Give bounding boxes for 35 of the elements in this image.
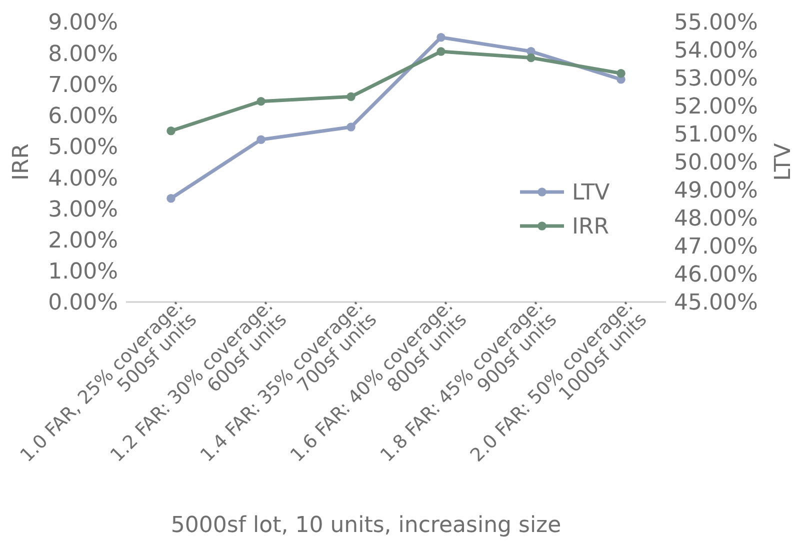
y2-tick-label: 46.00%	[674, 262, 758, 288]
y2-tick-label: 52.00%	[674, 94, 758, 120]
y2-tick-label: 49.00%	[674, 178, 758, 204]
point	[346, 92, 356, 102]
y-tick-label: 1.00%	[48, 260, 118, 285]
point	[436, 33, 446, 42]
y2-tick-label: 53.00%	[674, 66, 758, 92]
y-tick-label: 4.00%	[48, 166, 118, 192]
point	[526, 53, 536, 62]
y2-tick-label: 54.00%	[674, 38, 758, 64]
y2-tick-label: 55.00%	[674, 10, 758, 36]
legend-label: IRR	[572, 214, 610, 240]
y-axis-title: IRR	[9, 143, 34, 181]
y2-tick-label: 47.00%	[674, 234, 758, 260]
y2-tick-label: 48.00%	[674, 206, 758, 232]
y-tick-label: 9.00%	[48, 10, 118, 36]
y-tick-label: 6.00%	[48, 104, 118, 130]
y-tick-label: 3.00%	[48, 197, 118, 222]
y-tick-label: 7.00%	[48, 72, 118, 98]
point	[166, 126, 176, 136]
point	[616, 68, 626, 78]
y-tick-label: 2.00%	[48, 228, 118, 254]
legend-label: LTV	[572, 180, 610, 206]
y-tick-label: 8.00%	[48, 42, 118, 67]
x-axis-title: 5000sf lot, 10 units, increasing size	[170, 513, 562, 538]
point	[166, 194, 176, 203]
point	[436, 47, 446, 56]
y2-tick-label: 45.00%	[674, 290, 758, 316]
y-tick-label: 5.00%	[48, 135, 118, 160]
y2-axis-title: LTV	[771, 143, 796, 181]
point	[256, 96, 266, 106]
y2-tick-label: 50.00%	[674, 150, 758, 176]
y2-tick-label: 51.00%	[674, 122, 758, 148]
point	[256, 135, 266, 144]
point	[346, 122, 356, 132]
